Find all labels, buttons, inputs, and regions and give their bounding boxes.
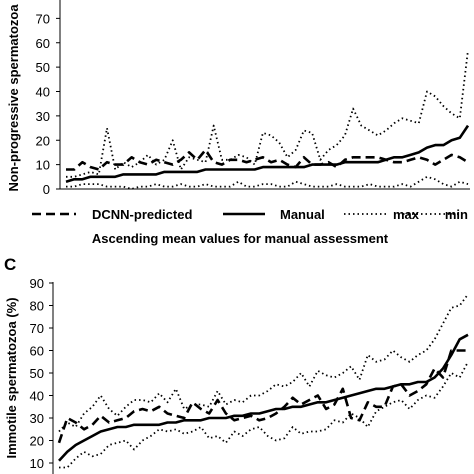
p2-y-tick-label: 30 [30, 411, 44, 426]
p2-y-tick-label: 90 [30, 276, 44, 291]
p2-y-tick-label: 50 [30, 366, 44, 381]
panel-immotile: C Immotile spermatozoa (%) 10 20 30 40 50 60 7… [4, 255, 469, 474]
p1-series-min [66, 175, 469, 190]
p1-x-axis-label: Ascending mean values for manual assessm… [92, 231, 389, 246]
p1-y-tick-label: 40 [36, 85, 50, 100]
panel-label-c: C [4, 255, 16, 274]
p1-y-tick-label: 20 [36, 133, 50, 148]
p1-y-tick-label: 50 [36, 60, 50, 75]
p1-y-tick-label: 10 [36, 158, 50, 173]
p1-series-max [66, 49, 469, 178]
p2-series-dcnn-predicted [57, 349, 468, 444]
p1-y-tick-label: 80 [36, 0, 50, 2]
p2-y-tick-label: 70 [30, 321, 44, 336]
p2-series-max [58, 293, 469, 433]
p2-series-manual [58, 333, 469, 462]
p1-y-tick-label: 30 [36, 109, 50, 124]
p2-y-axis-label: Immotile spermatozoa (%) [4, 297, 19, 458]
panel-non-progressive: Non-progressive spermatozoa 0 10 20 30 40 50 6… [6, 0, 470, 246]
p2-y-tick-label: 10 [30, 456, 44, 471]
p2-y-tick-label: 80 [30, 299, 44, 314]
p1-y-axis-label: Non-progressive spermatozoa [6, 4, 21, 192]
p1-y-tick-label: 0 [43, 182, 50, 197]
legend: DCNN-predicted Manual max min [32, 207, 468, 222]
p1-series-manual [65, 124, 470, 183]
p1-y-tick-label: 60 [36, 36, 50, 51]
p1-y-tick-label: 70 [36, 11, 50, 26]
legend-label-min: min [445, 207, 468, 222]
p1-series-dcnn-predicted [66, 148, 469, 171]
legend-label-dcnn: DCNN-predicted [92, 207, 192, 222]
legend-label-manual: Manual [280, 207, 325, 222]
p2-y-tick-label: 20 [30, 434, 44, 449]
legend-label-max: max [393, 207, 420, 222]
p2-series-min [59, 361, 469, 469]
p2-y-tick-label: 40 [30, 389, 44, 404]
p2-y-tick-label: 60 [30, 344, 44, 359]
